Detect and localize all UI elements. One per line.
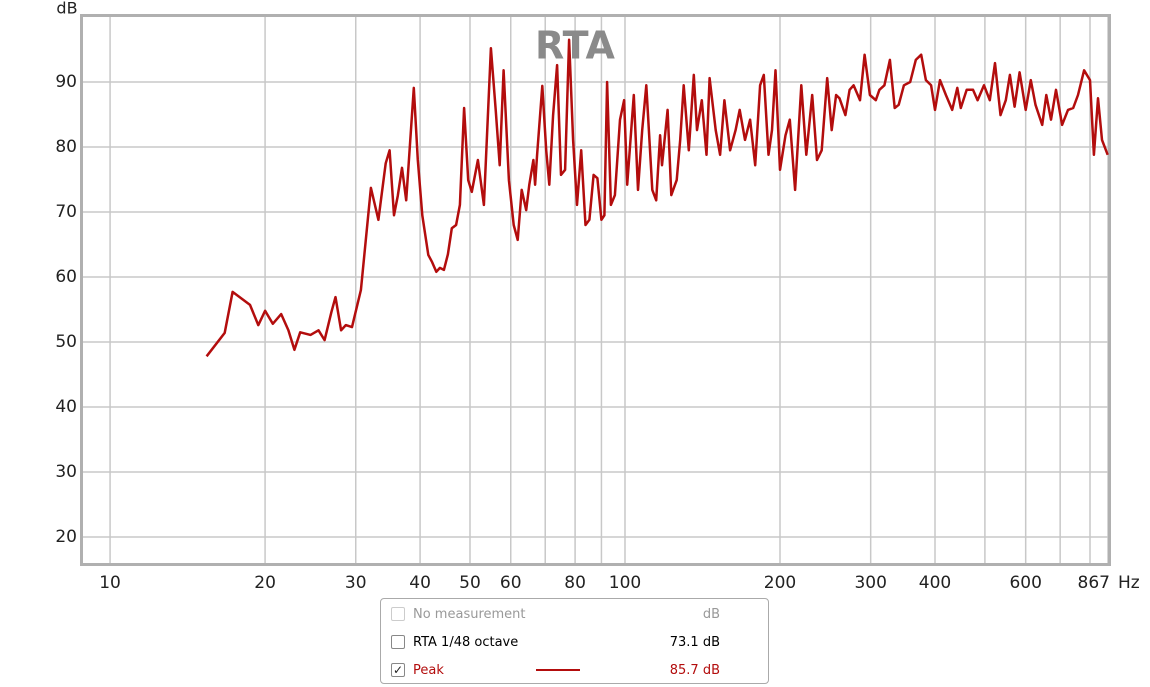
x-tick-label: 50 — [459, 573, 481, 593]
legend-swatch — [536, 669, 580, 671]
x-tick-label: 30 — [345, 573, 367, 593]
legend-reading: 73.1 dB — [669, 634, 720, 650]
y-tick-label: 80 — [55, 137, 77, 157]
legend-row: ✓ Peak 85.7 dB — [391, 660, 720, 680]
data-line — [205, 38, 1109, 358]
legend-label: RTA 1/48 octave — [413, 634, 519, 650]
x-tick-label: 40 — [409, 573, 431, 593]
y-tick-label: 40 — [55, 397, 77, 417]
y-axis-label: dB — [56, 0, 77, 18]
x-tick-label: 100 — [609, 573, 641, 593]
x-tick-label: 60 — [500, 573, 522, 593]
legend-row: No measurement dB — [391, 604, 720, 624]
legend: No measurement dB RTA 1/48 octave 73.1 dB ✓ P… — [380, 598, 769, 684]
y-tick-label: 70 — [55, 202, 77, 222]
y-tick-label: 60 — [55, 267, 77, 287]
x-tick-label: 200 — [764, 573, 796, 593]
x-tick-label: 400 — [919, 573, 951, 593]
checkbox — [391, 607, 405, 621]
legend-reading: 85.7 dB — [669, 662, 720, 678]
checkbox[interactable] — [391, 635, 405, 649]
legend-row: RTA 1/48 octave 73.1 dB — [391, 632, 720, 652]
legend-label: No measurement — [413, 606, 526, 622]
chart: dB Hz 20 30 40 50 60 70 80 90 10 20 30 40 50 60 80 100 2… — [55, 0, 1140, 593]
chart-title: RTA — [535, 24, 616, 68]
legend-label: Peak — [413, 662, 444, 678]
y-tick-label: 20 — [55, 527, 77, 547]
x-axis-label: Hz — [1118, 573, 1140, 593]
y-tick-label: 90 — [55, 72, 77, 92]
x-tick-label: 867 — [1078, 573, 1110, 593]
plot-frame — [80, 14, 1111, 566]
y-tick-label: 30 — [55, 462, 77, 482]
x-tick-label: 80 — [564, 573, 586, 593]
x-tick-label: 300 — [854, 573, 886, 593]
checkbox[interactable]: ✓ — [391, 663, 405, 677]
legend-reading: dB — [702, 606, 720, 622]
x-tick-label: 600 — [1009, 573, 1041, 593]
x-tick-label: 10 — [99, 573, 121, 593]
y-tick-label: 50 — [55, 332, 77, 352]
x-tick-label: 20 — [254, 573, 276, 593]
